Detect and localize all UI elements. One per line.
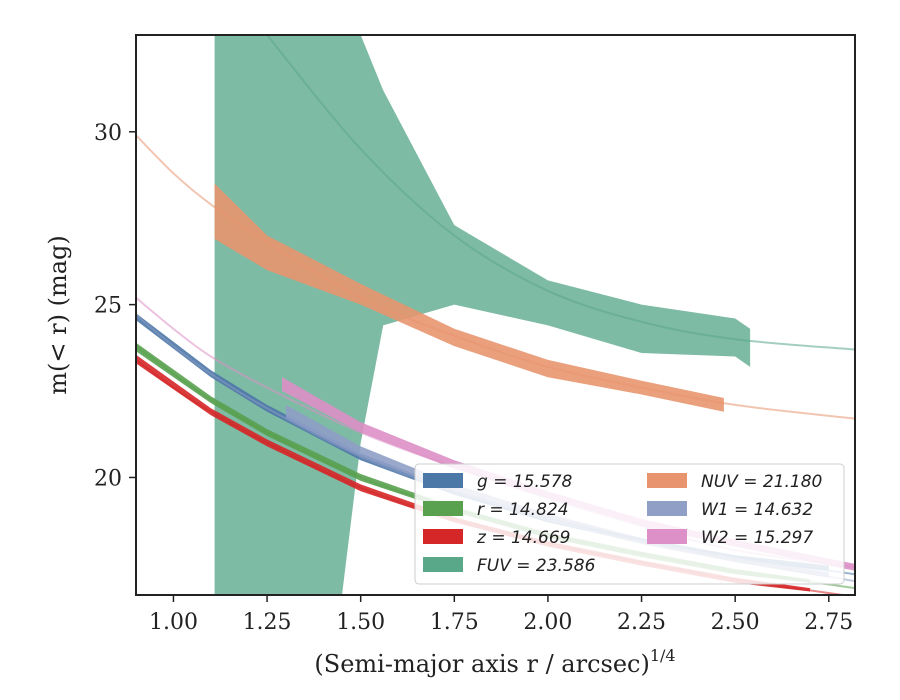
legend-swatch-w2 — [647, 529, 687, 544]
legend-swatch-nuv — [647, 473, 687, 488]
y-tick-label: 25 — [94, 294, 122, 319]
x-tick-label: 2.25 — [617, 610, 666, 635]
band-nuv — [214, 183, 724, 412]
x-tick-label: 1.25 — [243, 610, 292, 635]
legend-label-nuv: NUV = 21.180 — [701, 472, 822, 492]
x-tick-label: 2.50 — [711, 610, 760, 635]
y-axis-label: m(< r) (mag) — [44, 235, 72, 394]
legend-swatch-z — [423, 529, 463, 544]
uncertainty-bands — [136, 35, 855, 595]
legend-label-z: z = 14.669 — [476, 528, 570, 548]
x-tick-label: 1.75 — [430, 610, 479, 635]
y-tick-label: 20 — [94, 466, 122, 491]
x-axis-label: (Semi-major axis r / arcsec)1/4 — [314, 646, 675, 678]
legend-label-fuv: FUV = 23.586 — [477, 556, 596, 576]
legend-label-w1: W1 = 14.632 — [701, 500, 813, 520]
y-tick-label: 30 — [94, 121, 122, 146]
plot-frame — [135, 34, 856, 596]
x-tick-label: 1.00 — [149, 610, 198, 635]
y-axis: 20 25 30 — [94, 121, 136, 491]
legend-box — [414, 463, 845, 585]
legend-swatch-r — [423, 501, 463, 516]
legend-swatch-w1 — [647, 501, 687, 516]
band-fuv — [214, 35, 751, 595]
x-axis: 1.00 1.25 1.50 1.75 2.00 2.25 2.50 2.75 — [149, 595, 853, 635]
model-curve-fuv — [266, 35, 855, 351]
x-tick-label: 1.50 — [336, 610, 385, 635]
legend-label-g: g = 15.578 — [477, 472, 573, 492]
legend: g = 15.578 r = 14.824 z = 14.669 FUV = 23.5… — [414, 463, 845, 585]
x-tick-label: 2.00 — [523, 610, 572, 635]
x-axis-label-exponent: 1/4 — [650, 646, 676, 665]
legend-swatch-fuv — [423, 557, 463, 572]
model-curve-nuv — [136, 134, 855, 420]
x-tick-label: 2.75 — [804, 610, 853, 635]
legend-label-w2: W2 = 15.297 — [701, 528, 813, 548]
legend-label-r: r = 14.824 — [477, 500, 569, 520]
legend-swatch-g — [423, 473, 463, 488]
